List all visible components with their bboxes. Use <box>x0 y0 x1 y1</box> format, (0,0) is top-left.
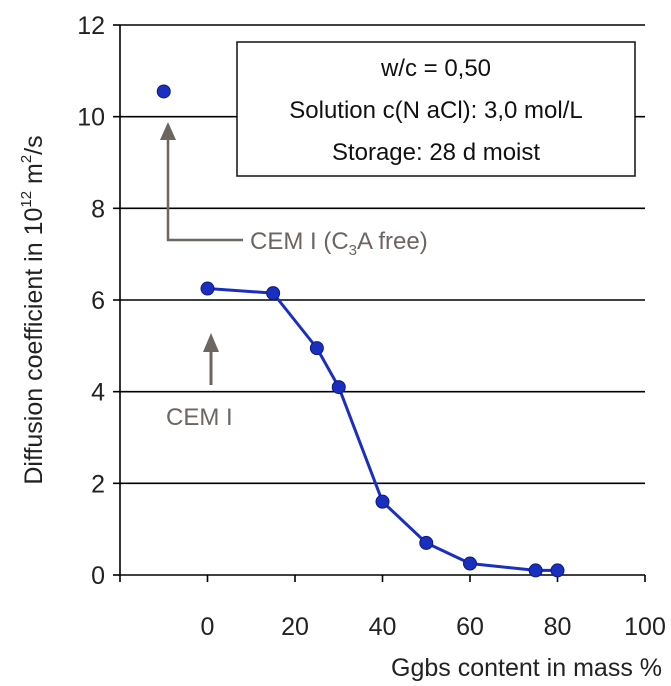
y-tick-label-8: 8 <box>91 195 105 223</box>
y-axis-title-prefix: Diffusion coefficient in 10 <box>20 208 48 485</box>
y-axis-title-middle: m <box>20 163 48 191</box>
info-wc: w/c = 0,50 <box>380 55 491 82</box>
data-point-30 <box>331 380 346 395</box>
x-axis-title: Ggbs content in mass % <box>391 654 662 682</box>
arrow-cem-free-head <box>160 122 176 140</box>
annotation-cem-free-prefix: CEM I (C <box>250 228 349 255</box>
info-solution: Solution c(N aCl): 3,0 mol/L <box>289 97 582 124</box>
info-storage: Storage: 28 d moist <box>332 139 540 166</box>
x-tick-label-60: 60 <box>456 613 484 641</box>
x-tick-label-80: 80 <box>544 613 572 641</box>
data-point-80 <box>550 563 565 578</box>
annotation-cem-free-suffix: A free) <box>357 228 428 255</box>
data-series <box>156 84 565 578</box>
x-tick-label-100: 100 <box>624 613 666 641</box>
y-tick-label-2: 2 <box>91 470 105 498</box>
x-tick-label-20: 20 <box>281 613 309 641</box>
arrow-cem-free-shaft <box>166 138 243 242</box>
annotation-cem-i: CEM I <box>166 404 233 431</box>
data-point-15 <box>266 286 281 301</box>
data-point-cem-i-c3a-free <box>156 84 171 99</box>
info-box: w/c = 0,50 Solution c(N aCl): 3,0 mol/L … <box>236 41 636 177</box>
y-tick-label-6: 6 <box>91 287 105 315</box>
y-axis-title-exp: 12 <box>18 191 35 208</box>
annotation-cem-i-c3a-free: CEM I (C3A free) <box>250 228 428 259</box>
annotation-arrows <box>160 122 243 385</box>
y-axis-title: Diffusion coefficient in 1012 m2/s <box>18 135 48 484</box>
y-tick-label-4: 4 <box>91 379 105 407</box>
annotation-cem-free-sub: 3 <box>349 242 357 259</box>
data-point-25 <box>309 341 324 356</box>
data-point-60 <box>463 556 477 571</box>
y-axis-title-suffix: /s <box>20 135 48 154</box>
grid <box>120 24 645 485</box>
tick-labels: 0 2 4 6 8 10 12 0 20 40 60 80 100 <box>77 12 666 641</box>
data-point-0 <box>200 281 215 296</box>
info-box-frame <box>236 41 636 177</box>
y-axis-title-exp2: 2 <box>18 155 35 163</box>
arrow-cem-head <box>203 333 219 352</box>
y-tick-label-10: 10 <box>77 104 105 132</box>
y-tick-label-12: 12 <box>77 12 105 40</box>
data-point-75 <box>528 563 543 578</box>
x-tick-label-40: 40 <box>369 613 397 641</box>
x-tick-label-0: 0 <box>201 613 215 641</box>
data-point-40 <box>375 494 390 509</box>
y-tick-label-0: 0 <box>91 562 105 590</box>
data-point-50 <box>419 535 434 550</box>
